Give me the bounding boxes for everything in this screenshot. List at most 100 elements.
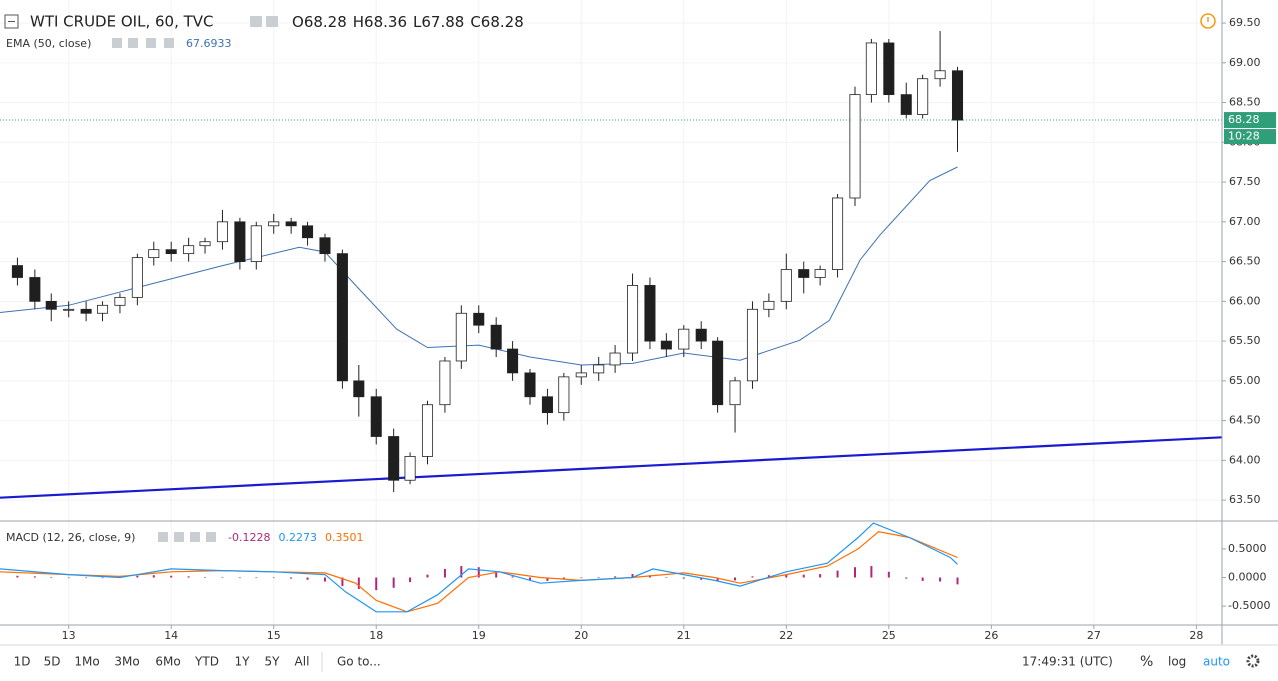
histogram-bar <box>956 577 959 585</box>
candle-body <box>250 225 262 262</box>
y-tick-label: 66.00 <box>1229 294 1261 307</box>
y-tick-label: 64.50 <box>1229 414 1261 427</box>
histogram-bar <box>272 577 275 579</box>
candle-body <box>780 269 792 302</box>
candle-body <box>951 70 964 121</box>
candle-body <box>473 312 485 326</box>
range-button[interactable]: 1Y <box>235 655 251 669</box>
candle-body <box>558 376 570 414</box>
macd-eye-icon[interactable] <box>158 532 168 542</box>
ohlc-value: 68.28 <box>481 13 524 31</box>
candle-body <box>285 221 297 227</box>
x-tick-label: 15 <box>267 629 281 642</box>
x-tick-label: 20 <box>574 629 588 642</box>
range-button[interactable]: YTD <box>194 655 219 669</box>
macd-add-icon[interactable] <box>190 532 200 542</box>
macd-line <box>0 522 958 613</box>
range-button[interactable]: 1Mo <box>74 655 99 669</box>
histogram-bar <box>152 575 155 578</box>
candle-body <box>934 70 946 80</box>
candle-body <box>729 380 741 406</box>
histogram-bar <box>734 577 737 581</box>
histogram-bar <box>306 577 309 580</box>
macd-title: MACD (12, 26, close, 9) <box>6 531 135 544</box>
candle-body <box>96 304 109 314</box>
macd-value: 0.3501 <box>325 531 364 544</box>
settings-icon[interactable] <box>266 16 278 27</box>
auto-toggle[interactable]: auto <box>1203 655 1230 669</box>
candle-body <box>216 221 228 243</box>
histogram-bar <box>580 577 583 579</box>
eye-icon[interactable] <box>250 16 262 27</box>
candle-body <box>763 300 775 310</box>
ema-add-icon[interactable] <box>146 38 156 48</box>
x-tick-label: 27 <box>1087 629 1101 642</box>
histogram-bar <box>562 577 565 580</box>
candle-body <box>644 285 656 342</box>
histogram-bar <box>221 576 224 578</box>
ema-line <box>0 166 958 366</box>
histogram-bar <box>290 577 293 579</box>
ema-remove-icon[interactable] <box>164 38 174 48</box>
candle-body <box>712 340 724 406</box>
last-price-box <box>1224 112 1276 129</box>
candle-body <box>11 265 23 278</box>
trendline <box>0 436 1223 499</box>
histogram-bar <box>375 577 378 591</box>
macd-settings-icon[interactable] <box>174 532 184 542</box>
histogram-bar <box>477 567 480 578</box>
percent-toggle[interactable]: % <box>1140 654 1153 670</box>
histogram-bar <box>700 577 703 580</box>
candle-body <box>627 285 639 354</box>
candle-body <box>199 241 211 247</box>
countdown-box <box>1224 129 1276 145</box>
candle-body <box>507 348 519 374</box>
clock: 17:49:31 (UTC) <box>1022 655 1113 669</box>
candle-body <box>593 364 605 374</box>
collapse-icon[interactable] <box>4 14 19 29</box>
candle-body <box>746 308 758 382</box>
y-tick-label: 66.50 <box>1229 255 1261 268</box>
histogram-bar <box>939 577 942 582</box>
settings-gear[interactable] <box>1246 654 1260 668</box>
histogram-bar <box>597 576 600 578</box>
alert-icon[interactable] <box>1200 13 1216 29</box>
histogram-bar <box>426 574 429 578</box>
candle-body <box>832 197 844 270</box>
histogram-bar <box>529 577 532 581</box>
range-button[interactable]: All <box>295 655 310 669</box>
log-toggle[interactable]: log <box>1168 655 1186 669</box>
range-button[interactable]: 3Mo <box>114 655 139 669</box>
x-tick-label: 28 <box>1189 629 1203 642</box>
macd-value: 0.2273 <box>278 531 317 544</box>
histogram-bar <box>631 574 634 578</box>
y-tick-label: 0.0000 <box>1228 571 1267 584</box>
range-button[interactable]: 5Y <box>265 655 281 669</box>
range-button[interactable]: 1D <box>14 655 31 669</box>
candle-body <box>421 404 434 457</box>
histogram-bar <box>785 574 788 578</box>
ohlc-value: 68.28 <box>304 13 347 31</box>
range-button[interactable]: 6Mo <box>155 655 180 669</box>
ohlc-key: L <box>413 13 422 31</box>
y-tick-label: 69.00 <box>1229 56 1261 69</box>
histogram-bar <box>409 577 412 583</box>
histogram-bar <box>16 575 19 578</box>
ema-settings-icon[interactable] <box>128 38 138 48</box>
histogram-bar <box>546 577 549 581</box>
candle-body <box>183 245 195 255</box>
ema-eye-icon[interactable] <box>112 38 122 48</box>
histogram-bar <box>85 577 88 579</box>
goto-button[interactable]: Go to... <box>337 655 381 669</box>
macd-remove-icon[interactable] <box>206 532 216 542</box>
histogram-bar <box>136 575 139 578</box>
candle-body <box>114 296 126 306</box>
candle-body <box>353 380 365 398</box>
candle-body <box>165 249 177 255</box>
ema-value: 67.6933 <box>186 37 232 50</box>
candle-body <box>814 269 826 278</box>
range-button[interactable]: 5D <box>44 655 61 669</box>
macd-values: -0.1228 0.2273 0.3501 <box>228 531 363 544</box>
histogram-bar <box>495 571 498 578</box>
histogram-bar <box>323 577 326 582</box>
